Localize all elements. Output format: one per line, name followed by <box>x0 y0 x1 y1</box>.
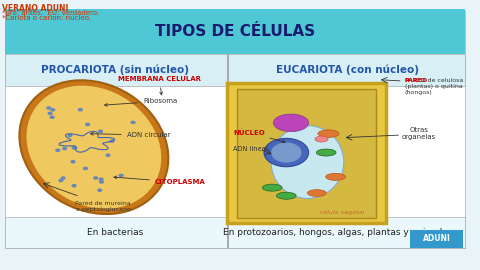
Ellipse shape <box>271 126 344 198</box>
Circle shape <box>68 134 72 136</box>
Text: célula vegetal: célula vegetal <box>321 209 365 215</box>
FancyBboxPatch shape <box>5 9 465 54</box>
Text: *pro: antes.  EU: verdadero.: *pro: antes. EU: verdadero. <box>2 10 99 16</box>
Circle shape <box>50 116 54 118</box>
FancyBboxPatch shape <box>5 11 465 248</box>
Ellipse shape <box>316 149 336 156</box>
Text: PARED de celulosa
(plantas) o quitina
(hongos): PARED de celulosa (plantas) o quitina (h… <box>405 78 463 95</box>
Circle shape <box>99 130 102 132</box>
FancyBboxPatch shape <box>227 83 386 223</box>
Text: PARED: PARED <box>405 78 428 83</box>
Ellipse shape <box>26 86 161 209</box>
Circle shape <box>120 174 123 177</box>
Ellipse shape <box>315 136 328 142</box>
FancyBboxPatch shape <box>5 54 465 86</box>
Ellipse shape <box>19 80 168 214</box>
Circle shape <box>63 147 67 150</box>
Text: Otras
organelas: Otras organelas <box>402 127 436 140</box>
Circle shape <box>86 123 89 126</box>
Ellipse shape <box>318 130 339 137</box>
Ellipse shape <box>274 114 309 131</box>
Ellipse shape <box>326 173 346 180</box>
Text: NÚCLEO: NÚCLEO <box>233 129 285 143</box>
Ellipse shape <box>276 192 296 199</box>
Text: CITOPLASMA: CITOPLASMA <box>114 176 205 185</box>
Circle shape <box>72 147 76 149</box>
Circle shape <box>56 149 60 151</box>
Text: Pared de mureina
o peptidoglucano: Pared de mureina o peptidoglucano <box>75 201 131 212</box>
FancyBboxPatch shape <box>5 217 465 248</box>
Ellipse shape <box>264 138 309 167</box>
Ellipse shape <box>271 143 301 163</box>
Circle shape <box>72 185 76 187</box>
Circle shape <box>131 121 135 123</box>
Ellipse shape <box>263 184 282 191</box>
Circle shape <box>78 109 82 111</box>
Circle shape <box>47 107 51 109</box>
Circle shape <box>99 178 103 180</box>
Text: TIPOS DE CÉLULAS: TIPOS DE CÉLULAS <box>155 23 315 39</box>
Text: PROCARIOTA (sin núcleo): PROCARIOTA (sin núcleo) <box>41 65 189 75</box>
FancyBboxPatch shape <box>410 230 463 248</box>
FancyBboxPatch shape <box>237 89 376 218</box>
Circle shape <box>48 112 52 114</box>
Circle shape <box>84 167 87 170</box>
Circle shape <box>59 180 63 182</box>
Text: En protozoarios, hongos, algas, plantas y animales: En protozoarios, hongos, algas, plantas … <box>223 228 453 237</box>
Text: VERANO ADUNI: VERANO ADUNI <box>2 4 69 13</box>
Circle shape <box>61 177 65 179</box>
Circle shape <box>51 109 55 111</box>
Text: En bacterias: En bacterias <box>87 228 143 237</box>
Circle shape <box>110 140 114 142</box>
Circle shape <box>98 189 102 191</box>
Text: ADN circular: ADN circular <box>91 132 170 138</box>
Text: EUCARIOTA (con núcleo): EUCARIOTA (con núcleo) <box>276 65 419 75</box>
Circle shape <box>94 177 97 179</box>
Circle shape <box>100 181 103 183</box>
Circle shape <box>106 154 110 156</box>
Text: ADN lineal: ADN lineal <box>233 146 267 152</box>
Text: ADUNI: ADUNI <box>422 234 450 243</box>
Text: Ribosoma: Ribosoma <box>105 98 178 106</box>
FancyBboxPatch shape <box>227 54 228 248</box>
Text: MEMBRANA CELULAR: MEMBRANA CELULAR <box>118 76 201 95</box>
Circle shape <box>73 147 77 149</box>
Text: *Cariota o carion: núcleo.: *Cariota o carion: núcleo. <box>2 15 92 21</box>
Circle shape <box>71 161 75 163</box>
Ellipse shape <box>307 190 326 197</box>
